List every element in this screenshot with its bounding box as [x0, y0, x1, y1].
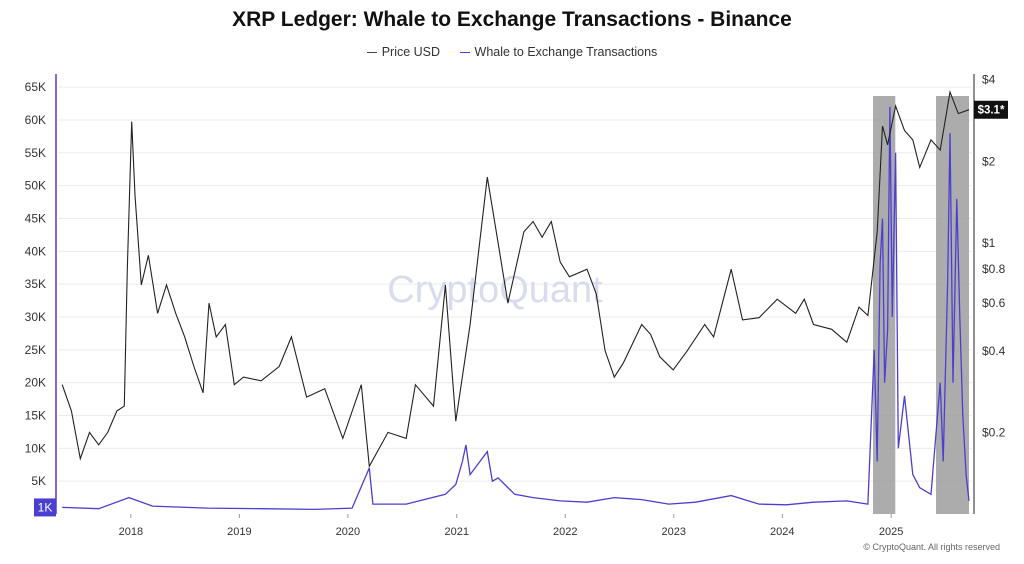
x-tick-label: 2021	[444, 526, 468, 538]
left-tick-label: 40K	[25, 244, 46, 258]
legend-item-whale[interactable]: Whale to Exchange Transactions	[459, 45, 658, 60]
right-tick-label: $2	[982, 154, 996, 168]
left-axis-current-badge	[34, 498, 56, 517]
x-tick-label: 2025	[879, 526, 903, 538]
legend-swatch-price	[366, 51, 377, 53]
legend-item-price[interactable]: Price USD	[366, 45, 441, 60]
left-tick-label: 15K	[25, 408, 46, 422]
legend-label-price: Price USD	[381, 45, 441, 60]
left-tick-label-highlighted: 1K	[38, 500, 53, 514]
left-tick-label: 60K	[25, 113, 46, 127]
legend-label-whale: Whale to Exchange Transactions	[474, 45, 658, 60]
left-tick-label: 5K	[31, 474, 46, 488]
left-tick-label: 20K	[25, 376, 46, 390]
x-tick-label: 2020	[336, 526, 360, 538]
legend-swatch-whale	[459, 51, 470, 53]
left-tick-label: 50K	[25, 179, 46, 193]
watermark: CryptoQuant	[387, 269, 603, 311]
right-tick-label: $0.8	[982, 262, 1006, 276]
series-line-price-usd	[61, 90, 970, 469]
series-line-whale-transactions	[62, 106, 970, 511]
right-tick-label: $0.4	[982, 344, 1006, 358]
left-tick-label: 30K	[25, 310, 46, 324]
copyright-credit: © CryptoQuant. All rights reserved	[863, 542, 1000, 552]
chart-title: XRP Ledger: Whale to Exchange Transactio…	[232, 8, 792, 31]
x-tick-label: 2024	[770, 526, 794, 538]
x-tick-label: 2023	[662, 526, 686, 538]
left-tick-label: 10K	[25, 441, 46, 455]
left-tick-label: 45K	[25, 211, 46, 225]
left-tick-label: 55K	[25, 146, 46, 160]
x-tick-label: 2018	[119, 526, 143, 538]
last-price-label: $3.1*	[978, 105, 1005, 117]
left-tick-label: 25K	[25, 343, 46, 357]
left-tick-label: 65K	[25, 80, 46, 94]
legend: Price USD Whale to Exchange Transactions	[0, 42, 1024, 59]
right-tick-label: $0.6	[982, 296, 1006, 310]
x-tick-label: 2022	[553, 526, 577, 538]
right-tick-label: $0.2	[982, 425, 1006, 439]
x-tick-label: 2019	[227, 526, 251, 538]
right-tick-label: $1	[982, 236, 996, 250]
left-tick-label: 35K	[25, 277, 46, 291]
right-tick-label: $4	[982, 73, 996, 87]
right-axis-current-badge	[974, 100, 1008, 119]
